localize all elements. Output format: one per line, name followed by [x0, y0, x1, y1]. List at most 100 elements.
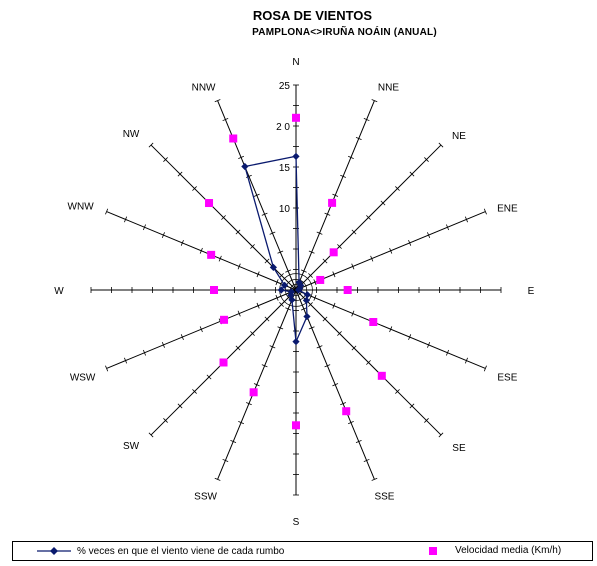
direction-label-wnw: WNW	[68, 202, 95, 213]
axis-tick	[464, 216, 468, 223]
axis-tick	[275, 279, 279, 286]
axis-tick	[279, 302, 284, 307]
axis-tick	[163, 157, 168, 162]
axis-tick	[332, 271, 336, 278]
frequency-point-nw	[269, 263, 277, 271]
axis-tick	[427, 232, 431, 239]
axis-tick	[277, 326, 284, 330]
frequency-point-n	[292, 152, 300, 160]
speed-point-wnw	[207, 250, 216, 259]
axis-tick	[269, 345, 276, 349]
axis-tick	[332, 193, 339, 197]
axis-tick	[285, 307, 292, 311]
axis-tick	[371, 99, 378, 103]
axis-tick	[445, 349, 450, 356]
axis-tick	[269, 231, 276, 235]
legend: % veces en que el viento viene de cada r…	[12, 541, 593, 561]
axis-tick	[483, 365, 487, 372]
frequency-point-sse	[303, 312, 311, 321]
speed-point-ese	[369, 318, 378, 327]
speed-point-nw	[205, 199, 214, 208]
axis-tick	[192, 389, 197, 394]
axis-tick	[337, 244, 342, 249]
legend-label-frequency: % veces en que el viento viene de cada r…	[77, 545, 285, 557]
axis-tick	[363, 458, 370, 462]
axis-tick	[221, 215, 226, 220]
axis-tick	[142, 349, 147, 356]
axis-tick	[261, 364, 268, 368]
axis-tick	[177, 403, 183, 409]
axis-tick	[313, 294, 317, 301]
axis-tick	[250, 244, 255, 249]
axis-tick	[177, 171, 183, 177]
axis-tick	[148, 142, 154, 148]
axis-tick	[124, 357, 128, 364]
radial-tick-label: 10	[279, 204, 291, 215]
wind-rose-chart: N NNE NE ENE E ESE SE SSE S SSW SW WSW W WNW NW NNW 10 15…	[54, 57, 535, 528]
axis-tick	[214, 99, 221, 103]
axis-tick	[322, 258, 328, 264]
legend-label-speed: Velocidad media (Km/h)	[455, 545, 562, 556]
speed-point-n	[292, 113, 300, 122]
frequency-point-e	[294, 286, 303, 294]
axis-tick	[199, 326, 203, 333]
axis-tick	[351, 345, 357, 351]
axis-tick	[355, 439, 362, 444]
axis-tick	[366, 360, 371, 365]
axis-tick	[235, 229, 241, 235]
axis-tick	[256, 271, 260, 278]
speed-point-ssw	[249, 388, 258, 397]
speed-point-ne	[329, 248, 338, 257]
axis-tick	[409, 171, 415, 177]
axis-tick	[163, 418, 168, 423]
axis-tick	[389, 247, 393, 254]
axis-tick	[408, 334, 412, 340]
speed-point-nne	[328, 198, 337, 207]
axis-tick	[424, 157, 429, 162]
speed-point-e	[343, 286, 352, 294]
axis-tick	[148, 432, 154, 438]
axis-tick	[308, 273, 313, 278]
axis-tick	[316, 231, 323, 235]
axis-tick	[351, 263, 355, 270]
direction-label-ssw: SSW	[194, 491, 217, 502]
axis-tick	[250, 331, 255, 336]
speed-point-s	[292, 421, 300, 430]
axis-tick	[277, 250, 284, 254]
axis-tick	[395, 186, 400, 191]
axis-tick	[324, 212, 331, 216]
speed-point-ene	[316, 275, 325, 284]
grid-circle	[284, 278, 308, 302]
frequency-point-ese	[303, 291, 311, 299]
axis-tick	[246, 174, 252, 178]
axis-tick	[253, 383, 260, 387]
axis-tick	[275, 294, 279, 301]
chart-subtitle: PAMPLONA<>IRUÑA NOÁIN (ANUAL)	[252, 27, 437, 38]
direction-label-sse: SSE	[374, 491, 394, 502]
axis-tick	[408, 240, 412, 246]
axis-tick	[332, 383, 339, 387]
direction-label-s: S	[293, 517, 300, 528]
chart-title: ROSA DE VIENTOS	[252, 8, 373, 23]
axis-tick	[380, 200, 386, 206]
axis-tick	[395, 389, 400, 394]
axis-tick	[161, 341, 165, 348]
axis-tick	[256, 302, 260, 309]
axis-tick	[340, 174, 346, 178]
axis-tick	[180, 334, 184, 340]
axis-tick	[351, 229, 357, 235]
axis-tick	[322, 316, 328, 322]
axis-tick	[363, 118, 370, 122]
axis-tick	[347, 155, 354, 159]
radial-tick-label: 15	[279, 163, 291, 174]
axis-tick	[161, 232, 165, 239]
direction-label-n: N	[292, 57, 299, 68]
direction-label-e: E	[528, 286, 535, 297]
axis-tick	[355, 136, 362, 141]
frequency-point-nnw	[241, 162, 249, 171]
frequency-point-wsw	[287, 288, 296, 296]
speed-point-se	[377, 371, 386, 380]
axis-tick	[308, 326, 315, 330]
axis-tick	[371, 477, 378, 481]
axis-tick	[214, 477, 221, 481]
